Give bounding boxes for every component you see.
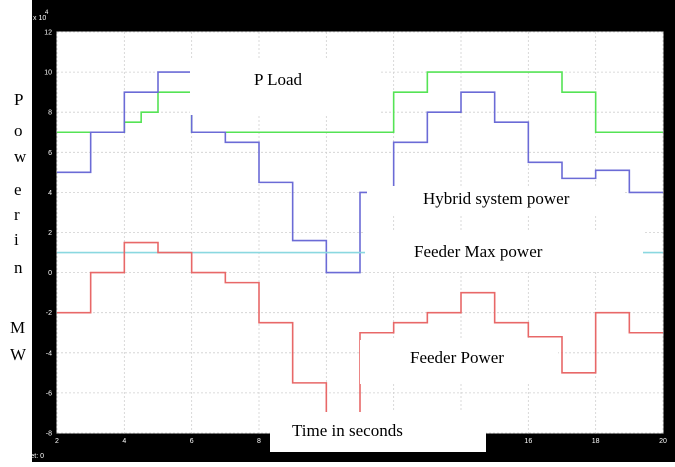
ylabel-letter: i: [14, 230, 19, 249]
y-tick-label: 6: [48, 150, 52, 157]
exponent-power: 4: [45, 10, 49, 16]
y-tick-label: 4: [48, 190, 52, 197]
y-tick-label: -6: [46, 390, 52, 397]
x-tick-label: 4: [122, 438, 126, 445]
y-tick-label: -8: [46, 431, 52, 438]
y-tick-label: 12: [44, 30, 52, 37]
feeder-max-text: Feeder Max power: [414, 242, 543, 261]
x-axis-label-text: Time in seconds: [292, 421, 403, 440]
ylabel-letter: n: [14, 258, 23, 277]
x-tick-label: 8: [257, 438, 261, 445]
x-tick-label: 2: [55, 438, 59, 445]
y-tick-label: 2: [48, 230, 52, 237]
feeder-annotation: Feeder Power: [360, 340, 558, 384]
y-tick-label: -2: [46, 310, 52, 317]
y-tick-label: 8: [48, 110, 52, 117]
ylabel-letter: P: [14, 90, 24, 109]
x-tick-label: 18: [592, 438, 600, 445]
p-load-annotation: P Load: [190, 60, 380, 115]
y-tick-label: -4: [46, 350, 52, 357]
y-tick-label: 10: [44, 70, 52, 77]
x-tick-label: 6: [190, 438, 194, 445]
ylabel-letter: o: [14, 121, 23, 140]
hybrid-text: Hybrid system power: [423, 189, 570, 208]
ylabel-letter: W: [10, 345, 27, 364]
p-load-text: P Load: [254, 70, 303, 89]
ylabel-letter: r: [14, 205, 20, 224]
y-axis-label: P o w e r i n M W: [2, 80, 32, 380]
ylabel-letter: M: [10, 318, 26, 337]
ylabel-letter: w: [14, 147, 27, 166]
x-tick-label: 20: [659, 438, 667, 445]
feeder-text: Feeder Power: [410, 348, 504, 367]
time-offset-label: Time offset: 0: [2, 453, 44, 460]
hybrid-system-power-line: [57, 71, 663, 274]
y-tick-label: 0: [48, 270, 52, 277]
x-axis-label: Time in seconds: [270, 412, 486, 452]
feeder-max-annotation: Feeder Max power: [365, 232, 643, 272]
ylabel-letter: e: [14, 180, 22, 199]
x-tick-label: 16: [524, 438, 532, 445]
exponent-label: x 10: [33, 15, 46, 22]
p-load-line: [57, 71, 663, 134]
hybrid-annotation: Hybrid system power: [367, 186, 623, 216]
